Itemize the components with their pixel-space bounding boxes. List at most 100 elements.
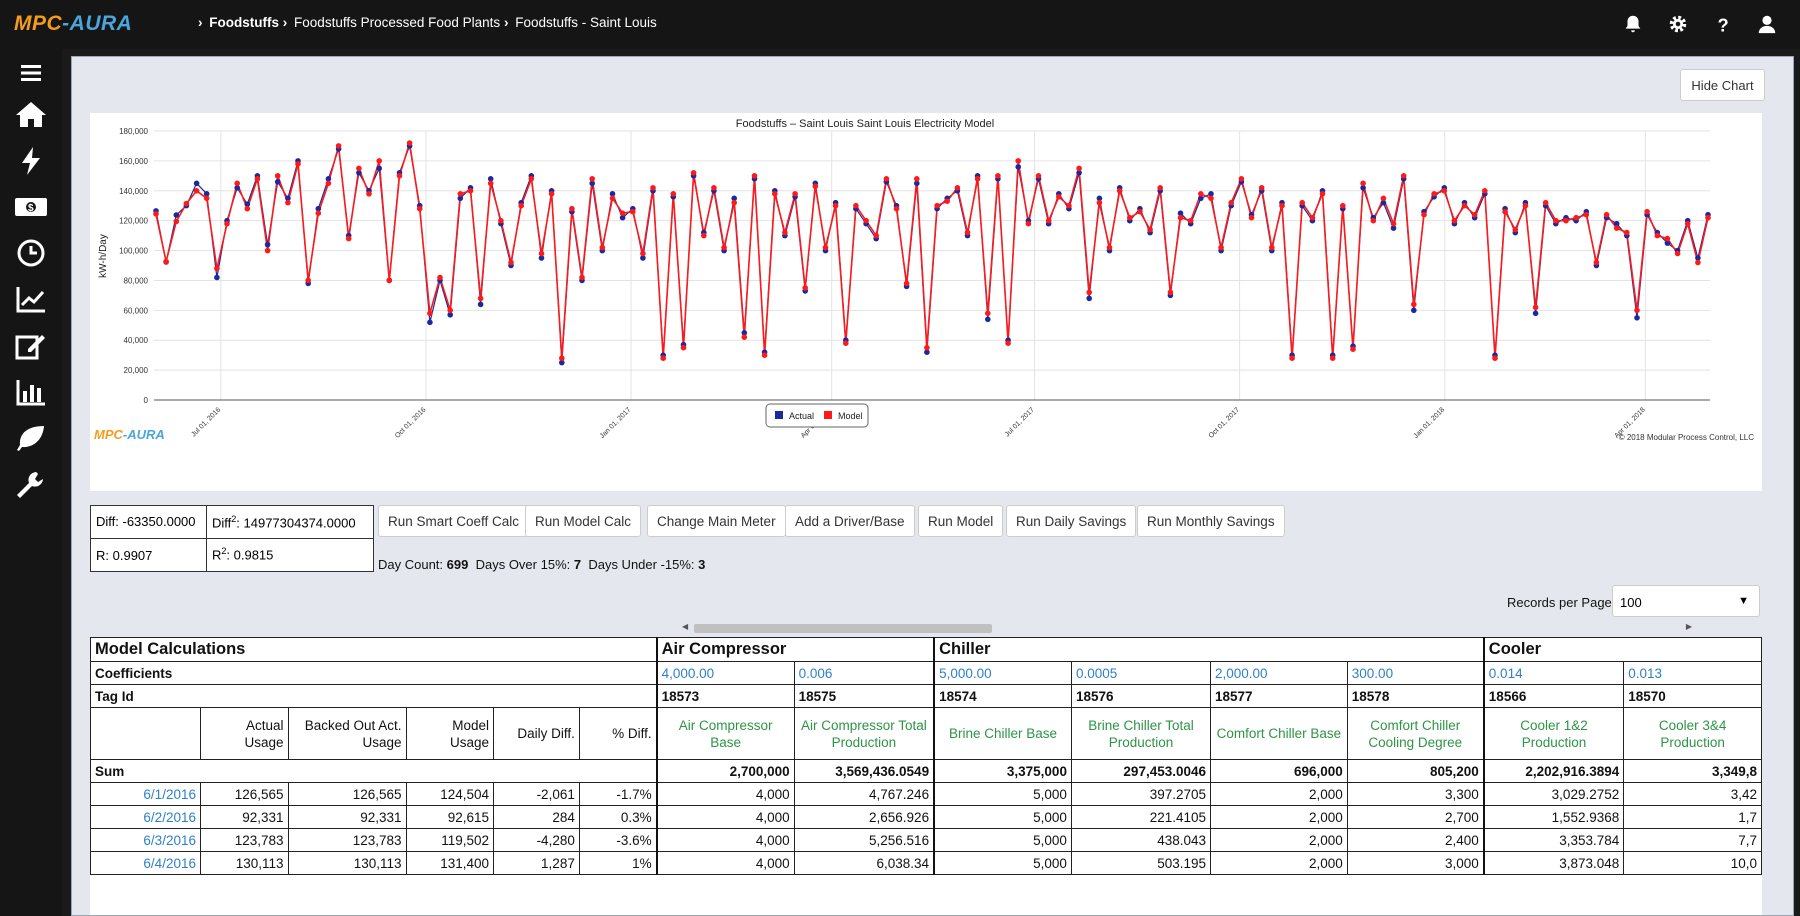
data-point-model[interactable] xyxy=(183,200,190,207)
data-point-model[interactable] xyxy=(548,191,555,197)
coefficient-value[interactable]: 0.013 xyxy=(1623,661,1762,685)
data-point-model[interactable] xyxy=(1177,214,1184,221)
data-point-model[interactable] xyxy=(761,352,768,358)
data-point-model[interactable] xyxy=(447,307,454,314)
data-point-model[interactable] xyxy=(579,274,585,281)
data-point-model[interactable] xyxy=(1451,217,1458,224)
data-point-actual[interactable] xyxy=(1695,255,1701,261)
data-point-model[interactable] xyxy=(1695,259,1701,266)
data-point-actual[interactable] xyxy=(356,170,362,176)
run-smart-coeff-calc-button[interactable]: Run Smart Coeff Calc xyxy=(378,505,530,537)
data-point-model[interactable] xyxy=(153,211,159,217)
data-point-actual[interactable] xyxy=(741,330,748,336)
data-point-actual[interactable] xyxy=(1096,195,1103,202)
driver-column-header[interactable]: Brine Chiller Total Production xyxy=(1070,707,1212,760)
wrench-icon[interactable] xyxy=(14,470,48,500)
data-point-model[interactable] xyxy=(1025,220,1032,227)
data-point-actual[interactable] xyxy=(244,201,251,207)
data-point-model[interactable] xyxy=(254,176,261,182)
data-point-model[interactable] xyxy=(1228,199,1234,206)
data-point-actual[interactable] xyxy=(1380,199,1387,206)
data-point-model[interactable] xyxy=(1603,211,1610,218)
data-point-model[interactable] xyxy=(954,185,961,191)
data-point-model[interactable] xyxy=(325,180,332,187)
data-point-model[interactable] xyxy=(264,247,271,254)
data-point-actual[interactable] xyxy=(315,205,322,212)
coefficient-value[interactable]: 0.0005 xyxy=(1070,661,1212,685)
data-point-model[interactable] xyxy=(680,344,687,351)
scroll-right-icon[interactable]: ▶ xyxy=(1685,622,1692,631)
data-point-model[interactable] xyxy=(1350,346,1356,352)
data-point-model[interactable] xyxy=(1137,208,1143,215)
data-point-model[interactable] xyxy=(467,188,474,194)
line-chart-icon[interactable] xyxy=(14,284,48,314)
data-point-model[interactable] xyxy=(944,198,950,204)
data-point-actual[interactable] xyxy=(1086,295,1092,302)
data-point-model[interactable] xyxy=(701,232,707,239)
data-point-model[interactable] xyxy=(1684,220,1691,227)
data-point-actual[interactable] xyxy=(173,212,180,218)
data-point-model[interactable] xyxy=(376,158,383,164)
data-point-model[interactable] xyxy=(619,210,626,216)
records-per-page-select[interactable]: 100 ▼ xyxy=(1612,585,1760,617)
data-point-model[interactable] xyxy=(1471,211,1478,218)
data-point-model[interactable] xyxy=(1289,355,1295,361)
data-point-model[interactable] xyxy=(924,344,930,351)
data-point-model[interactable] xyxy=(1096,199,1103,206)
data-point-model[interactable] xyxy=(832,202,839,209)
edit-icon[interactable] xyxy=(14,331,48,361)
data-point-model[interactable] xyxy=(1583,211,1590,218)
clock-icon[interactable] xyxy=(14,238,48,268)
driver-column-header[interactable]: Air Compressor Total Production xyxy=(793,707,935,760)
data-point-model[interactable] xyxy=(335,143,342,149)
data-point-model[interactable] xyxy=(670,191,677,197)
data-point-model[interactable] xyxy=(1390,220,1397,227)
home-icon[interactable] xyxy=(14,99,48,129)
data-point-model[interactable] xyxy=(711,185,717,191)
data-point-model[interactable] xyxy=(1360,180,1366,187)
data-point-actual[interactable] xyxy=(457,195,464,202)
data-point-actual[interactable] xyxy=(1664,240,1671,246)
scrollbar-thumb[interactable] xyxy=(694,624,992,633)
data-point-actual[interactable] xyxy=(589,180,595,187)
bar-chart-icon[interactable] xyxy=(14,377,48,407)
data-point-model[interactable] xyxy=(792,191,798,197)
data-point-model[interactable] xyxy=(863,217,869,224)
data-point-model[interactable] xyxy=(1400,173,1407,179)
data-point-model[interactable] xyxy=(1187,217,1194,224)
data-point-actual[interactable] xyxy=(427,319,433,326)
data-point-model[interactable] xyxy=(893,205,900,212)
scroll-left-icon[interactable]: ◀ xyxy=(682,622,689,631)
driver-column-header[interactable]: Comfort Chiller Base xyxy=(1210,707,1348,760)
date-link[interactable]: 6/4/2016 xyxy=(90,851,201,875)
data-point-model[interactable] xyxy=(843,340,849,346)
data-point-actual[interactable] xyxy=(376,165,383,172)
data-point-model[interactable] xyxy=(1066,202,1072,209)
coefficient-value[interactable]: 2,000.00 xyxy=(1210,661,1348,685)
data-point-model[interactable] xyxy=(437,274,443,281)
data-point-model[interactable] xyxy=(1674,250,1681,257)
data-point-model[interactable] xyxy=(1553,217,1559,224)
table-horizontal-scrollbar[interactable]: ◀ ▶ xyxy=(682,622,1692,634)
data-point-model[interactable] xyxy=(1542,199,1549,206)
data-point-model[interactable] xyxy=(1644,208,1650,215)
data-point-model[interactable] xyxy=(569,205,575,212)
data-point-model[interactable] xyxy=(853,202,859,209)
data-point-model[interactable] xyxy=(903,280,910,287)
data-point-model[interactable] xyxy=(1593,259,1600,266)
money-icon[interactable]: $ xyxy=(14,192,48,222)
change-main-meter-button[interactable]: Change Main Meter xyxy=(647,505,786,537)
data-point-model[interactable] xyxy=(1035,173,1042,179)
breadcrumb-item[interactable]: Foodstuffs Processed Food Plants xyxy=(294,15,501,30)
data-point-actual[interactable] xyxy=(203,191,210,197)
data-point-actual[interactable] xyxy=(914,180,920,187)
data-point-model[interactable] xyxy=(1664,235,1671,242)
data-point-model[interactable] xyxy=(660,355,666,361)
data-point-model[interactable] xyxy=(802,285,808,291)
data-point-model[interactable] xyxy=(214,265,220,272)
data-point-model[interactable] xyxy=(599,244,606,251)
data-point-model[interactable] xyxy=(731,199,737,206)
data-point-model[interactable] xyxy=(640,250,646,257)
data-point-model[interactable] xyxy=(1370,217,1377,224)
data-point-actual[interactable] xyxy=(325,176,332,182)
